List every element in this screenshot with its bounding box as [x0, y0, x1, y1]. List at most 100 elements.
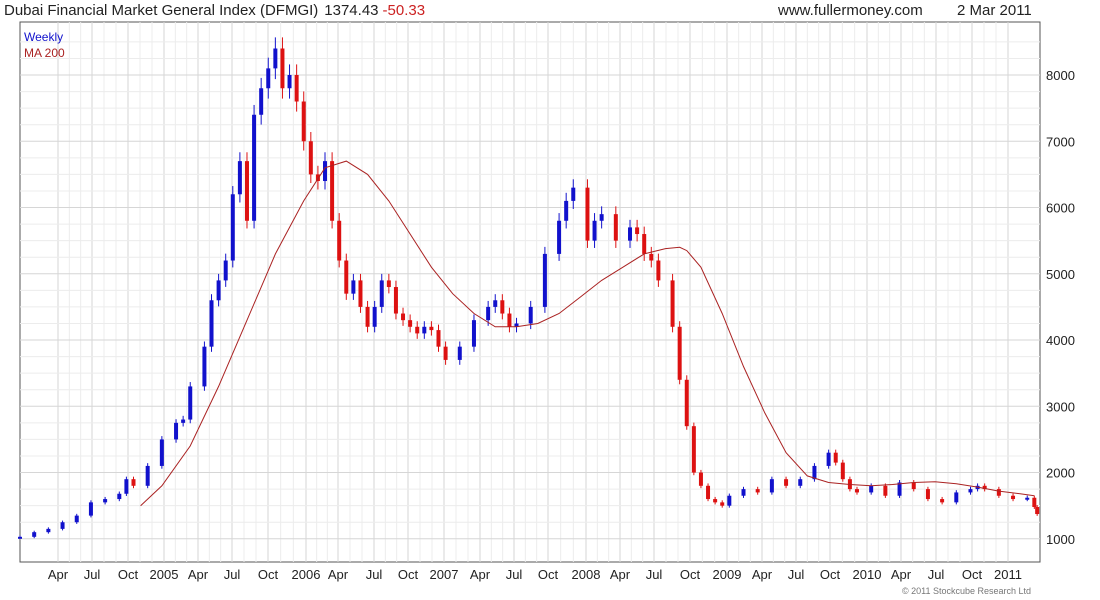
candle-body: [585, 187, 590, 241]
candle-body: [379, 280, 384, 307]
x-tick-label: Apr: [752, 567, 773, 582]
site-url[interactable]: www.fullermoney.com: [778, 2, 923, 19]
x-tick-label: 2005: [150, 567, 179, 582]
candle-body: [564, 200, 569, 221]
x-tick-label: Oct: [680, 567, 701, 582]
candle-body: [408, 320, 413, 327]
x-tick-label: Jul: [928, 567, 945, 582]
candle-body: [833, 452, 838, 463]
x-tick-label: 2009: [713, 567, 742, 582]
x-tick-label: 2011: [994, 567, 1022, 582]
candle-body: [280, 48, 285, 89]
candle-body: [287, 75, 292, 89]
candle-body: [642, 234, 647, 254]
candle-body: [223, 260, 228, 281]
candle-body: [436, 330, 441, 347]
y-tick-label: 4000: [1046, 333, 1075, 348]
candle-body: [259, 88, 264, 115]
candle-body: [869, 485, 874, 493]
candle-body: [798, 479, 803, 486]
candle-body: [670, 280, 675, 327]
candle-body: [954, 492, 959, 503]
x-tick-label: Apr: [891, 567, 912, 582]
candle-body: [308, 141, 313, 175]
candle-body: [940, 499, 945, 503]
candle-body: [330, 161, 335, 221]
candle-body: [188, 386, 193, 420]
candle-body: [159, 439, 164, 466]
candle-body: [486, 306, 491, 321]
x-tick-label: Oct: [118, 567, 139, 582]
candle-body: [351, 280, 356, 294]
candle-body: [393, 287, 398, 314]
candle-body: [840, 462, 845, 480]
candle-body: [145, 465, 150, 486]
candle-body: [237, 161, 242, 195]
candle-body: [202, 346, 207, 387]
candle-body: [337, 220, 342, 261]
legend-weekly: Weekly: [24, 30, 64, 44]
candle-body: [628, 227, 633, 241]
candle-body: [365, 306, 370, 327]
x-tick-label: Jul: [84, 567, 101, 582]
candle-body: [344, 260, 349, 294]
x-tick-label: Oct: [538, 567, 559, 582]
candle-body: [727, 495, 732, 506]
candle-body: [315, 174, 320, 182]
y-tick-label: 3000: [1046, 399, 1075, 414]
candle-body: [294, 75, 299, 102]
candle-body: [713, 499, 718, 503]
x-tick-label: Oct: [820, 567, 841, 582]
candle-body: [32, 532, 37, 537]
last-value: 1374.43: [324, 2, 379, 19]
x-tick-label: Apr: [470, 567, 491, 582]
candle-body: [88, 502, 93, 516]
candle-body: [812, 465, 817, 480]
candle-body: [174, 422, 179, 440]
y-tick-label: 1000: [1046, 532, 1075, 547]
candle-body: [230, 194, 235, 261]
plot-frame: [19, 21, 1041, 563]
y-tick-label: 2000: [1046, 466, 1075, 481]
x-tick-label: 2008: [572, 567, 601, 582]
candle-body: [358, 280, 363, 307]
candle-body: [323, 161, 328, 182]
candle-body: [1032, 497, 1037, 508]
candle-body: [1011, 495, 1016, 500]
candle-body: [649, 253, 654, 261]
candle-body: [117, 493, 122, 500]
y-tick-label: 5000: [1046, 267, 1075, 282]
candle-body: [471, 320, 476, 347]
candle-body: [266, 68, 271, 89]
candle-body: [613, 214, 618, 241]
x-tick-label: Jul: [224, 567, 241, 582]
candle-body: [457, 346, 462, 360]
candle-body: [401, 313, 406, 321]
copyright-note: © 2011 Stockcube Research Ltd: [902, 586, 1032, 596]
candle-body: [500, 300, 505, 314]
x-tick-label: Oct: [398, 567, 419, 582]
candle-body: [854, 489, 859, 493]
candle-body: [897, 482, 902, 496]
x-tick-label: Apr: [48, 567, 69, 582]
candle-body: [528, 306, 533, 324]
candle-body: [46, 528, 51, 533]
index-name: Dubai Financial Market General Index (DF…: [4, 2, 319, 19]
x-tick-label: Jul: [366, 567, 383, 582]
candle-body: [301, 101, 306, 142]
candle-body: [769, 479, 774, 493]
x-tick-label: 2010: [853, 567, 882, 582]
x-tick-label: Oct: [962, 567, 983, 582]
candle-body: [216, 280, 221, 301]
x-tick-label: Jul: [506, 567, 523, 582]
candle-body: [124, 479, 129, 494]
candle-body: [698, 472, 703, 486]
candle-body: [507, 313, 512, 327]
change-value: -50.33: [382, 2, 426, 19]
candle-body: [925, 489, 930, 500]
x-tick-label: Apr: [328, 567, 349, 582]
candle-body: [1025, 497, 1030, 500]
candle-body: [422, 326, 427, 334]
chart-date: 2 Mar 2011: [957, 2, 1032, 19]
candle-body: [996, 489, 1001, 496]
